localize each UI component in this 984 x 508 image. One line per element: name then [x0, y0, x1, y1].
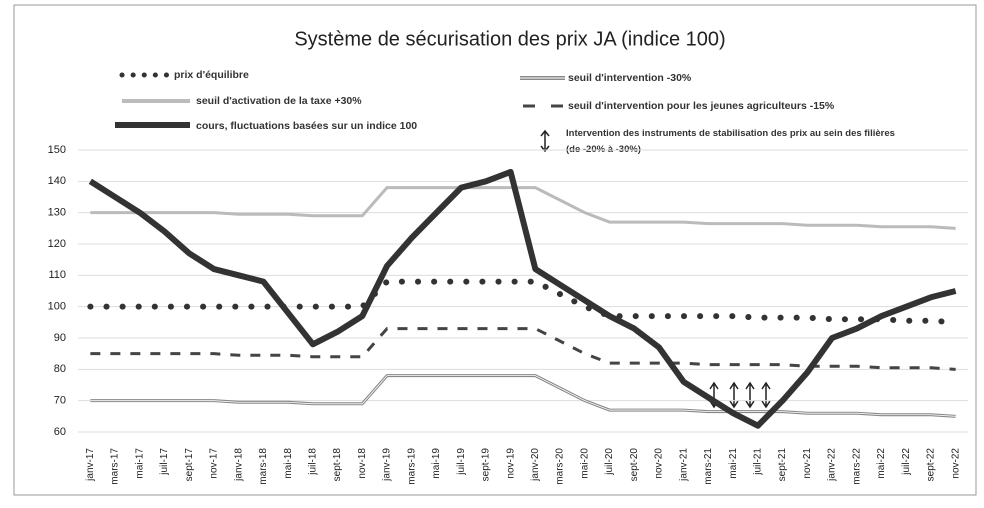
legend-arrow	[540, 129, 550, 153]
x-tick-label: janv-18	[233, 448, 244, 482]
x-tick-label: mars-19	[406, 448, 417, 485]
legend-label: seuil d'intervention -30%	[568, 72, 692, 84]
x-tick-label: mai-22	[876, 448, 887, 479]
x-tick-label: nov-18	[357, 448, 368, 479]
series-line	[87, 278, 959, 326]
legend: prix d'équilibre seuil d'activation de l…	[115, 69, 895, 155]
arrow	[745, 381, 755, 409]
series-line	[90, 186, 956, 230]
x-tick-label: mars-21	[703, 448, 714, 485]
x-tick-label: juil-18	[308, 448, 319, 476]
x-tick-label: mai-19	[431, 448, 442, 479]
series-line	[90, 374, 956, 418]
x-tick-label: nov-22	[950, 448, 961, 479]
x-tick-label: juil-19	[456, 448, 467, 476]
x-tick-label: mai-20	[579, 448, 590, 479]
legend-label: cours, fluctuations basées sur un indice…	[196, 120, 417, 132]
legend-label: prix d'équilibre	[174, 69, 249, 81]
x-tick-label: mars-20	[555, 448, 566, 485]
x-tick-label: juil-17	[159, 448, 170, 476]
x-tick-label: mars-22	[851, 448, 862, 485]
y-tick-label: 150	[48, 144, 66, 156]
annotation-box: Intervention des instruments de stabilis…	[566, 128, 895, 155]
frame	[13, 4, 977, 496]
x-tick-label: sept-17	[184, 448, 195, 482]
y-tick-label: 110	[48, 269, 66, 281]
x-tick-label: mai-17	[134, 448, 145, 479]
x-tick-label: nov-20	[654, 448, 665, 479]
x-tick-label: nov-17	[209, 448, 220, 479]
x-tick-label: janv-22	[827, 448, 838, 482]
series-line-inner	[90, 375, 956, 417]
x-tick-label: juil-22	[901, 448, 912, 476]
x-tick-label: juil-21	[753, 448, 764, 476]
y-tick-label: 140	[48, 175, 66, 187]
annotation: Intervention des instruments de stabilis…	[566, 128, 895, 155]
y-tick-label: 70	[54, 395, 66, 407]
x-tick-label: nov-21	[802, 448, 813, 479]
intervention-arrows	[709, 381, 771, 409]
x-tick-label: janv-19	[382, 448, 393, 482]
chart-title: Système de sécurisation des prix JA (ind…	[294, 28, 725, 50]
legend-label: seuil d'intervention pour les jeunes agr…	[568, 100, 835, 112]
x-tick-label: mars-18	[258, 448, 269, 485]
y-tick-label: 130	[48, 207, 66, 219]
y-tick-label: 60	[54, 426, 66, 438]
x-tick-label: mai-18	[283, 448, 294, 479]
x-tick-label: sept-21	[777, 448, 788, 482]
x-tick-label: sept-22	[926, 448, 937, 482]
y-tick-label: 80	[54, 363, 66, 375]
arrow	[761, 381, 771, 409]
arrow	[729, 381, 739, 409]
x-tick-label: sept-19	[481, 448, 492, 482]
x-tick-label: mai-21	[728, 448, 739, 479]
y-tick-label: 90	[54, 332, 66, 344]
series-line	[88, 168, 957, 429]
x-tick-label: janv-21	[678, 448, 689, 482]
legend-label: seuil d'activation de la taxe +30%	[196, 95, 362, 107]
y-tick-label: 120	[48, 238, 66, 250]
x-tick-label: janv-20	[530, 448, 541, 482]
x-tick-label: sept-18	[332, 448, 343, 482]
x-tick-label: janv-17	[85, 448, 96, 482]
x-tick-label: juil-20	[604, 448, 615, 476]
x-tick-label: nov-19	[505, 448, 516, 479]
x-tick-label: sept-20	[629, 448, 640, 482]
y-tick-label: 100	[48, 301, 66, 313]
x-tick-label: mars-17	[110, 448, 121, 485]
